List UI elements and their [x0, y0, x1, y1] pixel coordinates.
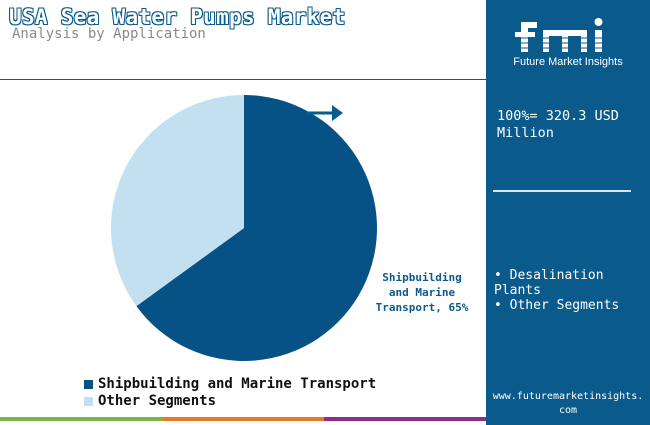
slice-data-label: Shipbuilding and Marine Transport, 65%: [375, 271, 469, 314]
market-total: 100%= 320.3 USD Million: [497, 108, 619, 141]
legend-label: Shipbuilding and Marine Transport: [98, 376, 377, 392]
chart-subtitle: Analysis by Application: [12, 26, 206, 42]
bottom-bar-green: [0, 417, 162, 421]
bottom-bar-orange: [162, 417, 324, 421]
panel-divider: [493, 190, 631, 192]
legend-swatch: [84, 379, 93, 389]
legend-label: Other Segments: [98, 393, 217, 409]
legend-item-shipbuilding: Shipbuilding and Marine Transport: [84, 376, 376, 392]
pointer-arrow-icon: [306, 105, 343, 121]
logo-text: Future Market Insights: [513, 56, 623, 68]
legend-item-other: Other Segments: [84, 393, 376, 409]
pie-slices: [111, 95, 378, 361]
side-panel: Future Market Insights 100%= 320.3 USD M…: [486, 0, 650, 425]
pie-chart: [111, 95, 378, 361]
header-divider: [0, 79, 486, 80]
pie-slice-other-segments: [111, 95, 245, 307]
chart-title: USA Sea Water Pumps Market: [9, 5, 346, 29]
bottom-color-bar: [0, 417, 486, 421]
chart-legend: Shipbuilding and Marine Transport Other …: [84, 376, 376, 410]
pie-slice-shipbuilding: [136, 95, 378, 361]
segment-list: • Desalination Plants • Other Segments: [494, 268, 646, 313]
fmi-logo-icon: [511, 18, 611, 52]
website-link[interactable]: www.futuremarketinsights.com: [492, 391, 644, 416]
segment-item: • Other Segments: [494, 298, 620, 313]
bottom-bar-purple: [324, 417, 486, 421]
legend-swatch: [84, 396, 93, 406]
segment-item: • Desalination Plants: [494, 268, 604, 298]
